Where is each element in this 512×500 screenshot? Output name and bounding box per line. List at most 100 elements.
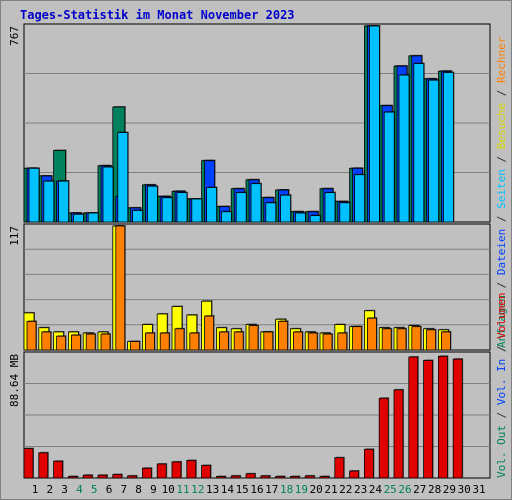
bar-volumen-day-2 [38, 452, 49, 479]
legend-entry: Rechner [495, 36, 508, 83]
x-tick-label-day-15: 15 [236, 483, 249, 496]
bar-volumen-day-30 [452, 358, 463, 479]
bar-rechner-day-27 [411, 326, 422, 351]
bar-volumen-day-8 [127, 475, 137, 479]
legend-entry: Vol. Out [495, 425, 508, 478]
x-tick-label-day-28: 28 [428, 483, 441, 496]
legend-entry: Anfragen [495, 295, 508, 348]
x-tick-label-day-31: 31 [472, 483, 485, 496]
bar-rechner-day-11 [174, 328, 185, 351]
y-max-label-requests: 767 [8, 26, 21, 46]
x-tick-label-day-25: 25 [384, 483, 397, 496]
bar-volumen-day-25 [378, 397, 389, 479]
bar-volumen-day-3 [53, 460, 63, 479]
bar-rechner-day-23 [352, 326, 363, 351]
bar-seiten-day-2 [43, 180, 55, 223]
bar-seiten-day-4 [73, 213, 84, 223]
x-tick-label-day-14: 14 [221, 483, 235, 496]
bar-volumen-day-26 [393, 389, 404, 479]
bar-rechner-day-29 [440, 331, 451, 351]
x-tick-label-day-8: 8 [135, 483, 142, 496]
bar-volumen-day-27 [408, 356, 419, 479]
bar-volumen-day-23 [349, 470, 360, 479]
bar-rechner-day-1 [26, 320, 37, 351]
x-tick-label-day-26: 26 [398, 483, 411, 496]
legend-entry: / [495, 149, 508, 169]
bar-volumen-day-16 [245, 473, 256, 479]
bar-seiten-day-17 [265, 202, 277, 223]
bar-volumen-day-10 [156, 463, 167, 479]
bar-seiten-day-13 [206, 187, 218, 223]
x-tick-label-day-22: 22 [339, 483, 352, 496]
bar-seiten-day-11 [176, 192, 188, 223]
bar-rechner-day-12 [189, 332, 200, 351]
bar-volumen-day-1 [23, 448, 34, 479]
x-tick-label-day-23: 23 [354, 483, 367, 496]
bar-rechner-day-10 [159, 332, 170, 351]
legend-entry: Besuche [495, 103, 508, 149]
x-tick-label-day-16: 16 [250, 483, 263, 496]
bar-rechner-day-9 [144, 332, 155, 351]
bar-volumen-day-21 [319, 476, 330, 479]
legend-entry: Volumen [495, 293, 508, 339]
x-tick-label-day-17: 17 [265, 483, 278, 496]
bar-volumen-day-4 [68, 476, 78, 479]
bar-seiten-day-6 [102, 166, 114, 223]
bar-volumen-day-5 [82, 474, 93, 479]
legend-entry: / [495, 209, 508, 229]
bar-seiten-day-7 [117, 132, 129, 223]
bar-volumen-day-15 [230, 475, 241, 479]
bar-volumen-day-29 [437, 355, 448, 479]
bar-rechner-day-25 [381, 328, 392, 351]
bar-rechner-day-26 [396, 328, 407, 351]
bar-rechner-day-3 [56, 335, 66, 351]
bar-rechner-day-7 [115, 225, 126, 351]
bar-rechner-day-4 [71, 334, 81, 351]
bar-volumen-day-24 [363, 448, 374, 479]
bar-volumen-day-22 [334, 457, 345, 479]
bar-seiten-day-1 [28, 167, 40, 223]
bar-seiten-day-8 [132, 210, 144, 223]
bar-volumen-day-6 [97, 474, 108, 479]
bar-seiten-day-20 [309, 215, 321, 223]
legend-entry: / [495, 275, 508, 295]
bar-seiten-day-22 [339, 202, 351, 223]
x-tick-label-day-11: 11 [176, 483, 189, 496]
x-tick-label-day-21: 21 [324, 483, 337, 496]
x-tick-label-day-29: 29 [443, 483, 456, 496]
bar-volumen-day-9 [141, 467, 152, 479]
x-tick-label-day-13: 13 [206, 483, 219, 496]
legend-entry: Seiten [495, 169, 508, 209]
bar-seiten-day-23 [354, 174, 366, 223]
bar-volumen-day-7 [112, 474, 123, 479]
bar-seiten-day-27 [413, 63, 425, 223]
legend-entry: / [495, 405, 508, 425]
bar-volumen-day-11 [171, 461, 182, 479]
x-tick-label-day-19: 19 [295, 483, 308, 496]
x-tick-label-day-3: 3 [61, 483, 68, 496]
legend-entry: / [495, 83, 508, 103]
bar-seiten-day-14 [220, 211, 232, 223]
x-tick-label-day-20: 20 [310, 483, 323, 496]
legend-entry: Dateien [495, 229, 508, 275]
bar-rechner-day-13 [204, 315, 215, 351]
legend-requests-visits: Anfragen / Dateien / Seiten / Besuche / … [495, 36, 508, 348]
bar-volumen-day-19 [289, 476, 300, 479]
x-tick-label-day-2: 2 [46, 483, 53, 496]
bar-rechner-day-16 [248, 325, 259, 351]
y-max-label-visits: 117 [8, 226, 21, 246]
bar-seiten-day-24 [368, 25, 380, 223]
x-tick-label-day-4: 4 [76, 483, 83, 496]
bar-rechner-day-28 [426, 329, 437, 351]
bar-rechner-day-8 [130, 341, 141, 351]
bar-rechner-day-20 [307, 332, 318, 351]
x-tick-label-day-24: 24 [369, 483, 383, 496]
bar-seiten-day-15 [235, 192, 247, 223]
x-tick-label-day-6: 6 [106, 483, 113, 496]
legend-entry: Vol. In [495, 359, 508, 405]
bar-seiten-day-21 [324, 192, 336, 223]
bar-seiten-day-18 [280, 194, 292, 223]
bar-volumen-day-13 [201, 465, 212, 479]
bar-rechner-day-2 [41, 331, 52, 351]
